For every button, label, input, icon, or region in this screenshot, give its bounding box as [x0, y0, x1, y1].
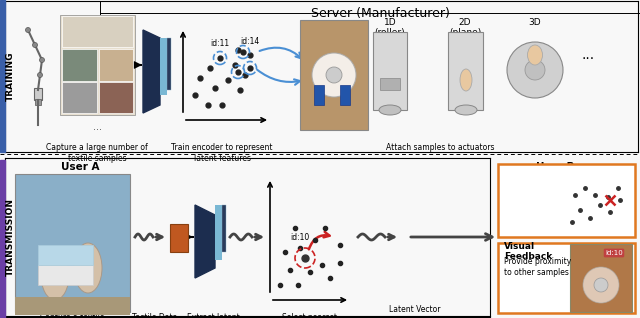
- Circle shape: [40, 58, 45, 63]
- Text: Select nearest
sample: Select nearest sample: [282, 313, 337, 318]
- Bar: [99, 49, 133, 81]
- Bar: [38, 245, 93, 265]
- Text: 1D
(roller): 1D (roller): [374, 18, 405, 38]
- Bar: [448, 32, 483, 110]
- Text: id:14: id:14: [241, 38, 260, 46]
- Bar: [373, 32, 407, 110]
- Text: Server (Manufacturer): Server (Manufacturer): [310, 7, 449, 20]
- Bar: [498, 243, 635, 313]
- Bar: [0, 160, 5, 318]
- Text: 3D: 3D: [529, 18, 541, 27]
- Text: TRANSMISSION: TRANSMISSION: [6, 198, 15, 276]
- Circle shape: [594, 278, 608, 292]
- Circle shape: [33, 43, 38, 47]
- Text: User A: User A: [61, 162, 99, 172]
- Bar: [215, 205, 222, 260]
- Ellipse shape: [527, 45, 543, 65]
- Text: Tactile Data: Tactile Data: [132, 313, 178, 318]
- Polygon shape: [143, 30, 160, 113]
- Bar: [15, 174, 130, 312]
- Text: Extract latent
feature: Extract latent feature: [187, 313, 239, 318]
- Bar: [38, 265, 93, 285]
- Bar: [62, 82, 97, 113]
- Bar: [0, 0, 5, 152]
- Text: Capture a large number of
textile samples: Capture a large number of textile sample…: [46, 143, 148, 163]
- Bar: [34, 88, 42, 100]
- Text: TRAINING: TRAINING: [6, 51, 15, 101]
- Ellipse shape: [41, 250, 69, 300]
- Bar: [15, 297, 130, 315]
- Circle shape: [38, 73, 42, 78]
- Bar: [99, 82, 133, 113]
- Bar: [170, 224, 188, 252]
- Bar: [62, 16, 133, 47]
- Bar: [300, 20, 368, 130]
- Circle shape: [507, 42, 563, 98]
- Text: Capture a textile: Capture a textile: [40, 313, 104, 318]
- Bar: [314, 85, 324, 105]
- Bar: [570, 244, 632, 312]
- Bar: [35, 99, 41, 105]
- Text: 2D
(plane): 2D (plane): [449, 18, 481, 38]
- Text: ...: ...: [581, 48, 595, 62]
- Text: Provide proximity
to other samples: Provide proximity to other samples: [504, 257, 572, 277]
- Bar: [160, 38, 167, 95]
- Text: id:10: id:10: [605, 250, 623, 256]
- Text: ...: ...: [93, 122, 102, 132]
- Text: Train encoder to represent
latent features: Train encoder to represent latent featur…: [172, 143, 273, 163]
- Bar: [62, 49, 97, 81]
- Circle shape: [525, 60, 545, 80]
- Bar: [60, 15, 135, 115]
- Ellipse shape: [455, 105, 477, 115]
- Polygon shape: [195, 205, 215, 278]
- Bar: [340, 85, 350, 105]
- Text: Latent Vector
or
Sample ID: Latent Vector or Sample ID: [389, 305, 441, 318]
- Circle shape: [312, 53, 356, 97]
- Ellipse shape: [460, 69, 472, 91]
- Text: Visual
Feedback: Visual Feedback: [504, 242, 552, 261]
- Text: User B: User B: [536, 162, 574, 172]
- Text: id:11: id:11: [211, 39, 230, 49]
- Bar: [167, 38, 171, 90]
- Text: id:10: id:10: [291, 232, 310, 241]
- Circle shape: [583, 267, 619, 303]
- Bar: [498, 164, 635, 237]
- Text: Attach samples to actuators: Attach samples to actuators: [386, 143, 494, 152]
- Ellipse shape: [379, 105, 401, 115]
- Circle shape: [26, 27, 31, 32]
- Bar: [222, 205, 226, 252]
- Circle shape: [326, 67, 342, 83]
- Bar: [380, 78, 400, 90]
- Ellipse shape: [74, 243, 102, 293]
